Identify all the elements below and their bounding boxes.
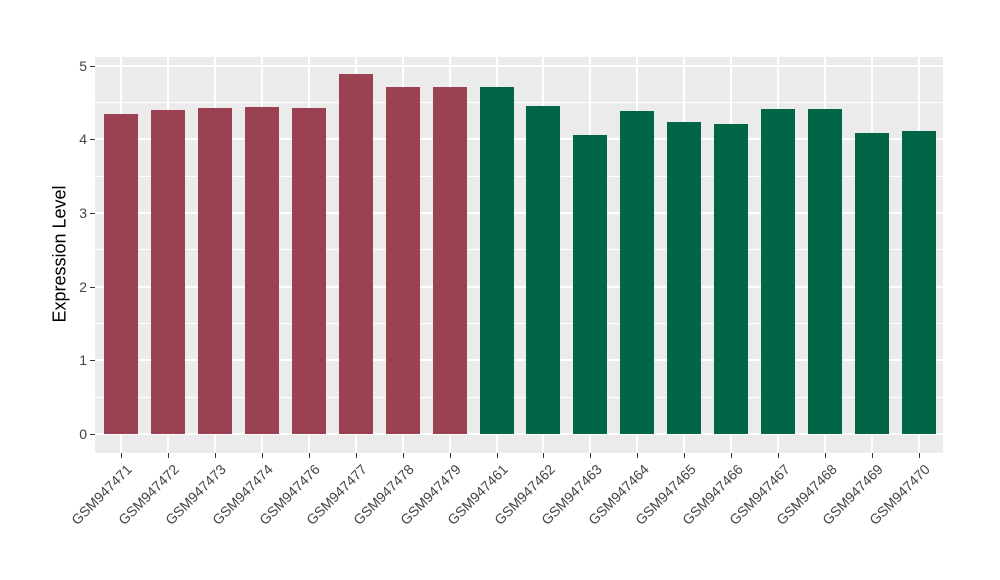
bar-GSM947479 bbox=[432, 86, 467, 434]
gridline-major-y-2 bbox=[95, 285, 943, 288]
bar-GSM947470 bbox=[901, 131, 936, 434]
y-tick-label-0: 0 bbox=[79, 426, 87, 442]
x-tick-mark-GSM947477 bbox=[355, 453, 357, 458]
y-tick-mark-3 bbox=[90, 212, 95, 214]
x-tick-mark-GSM947468 bbox=[825, 453, 827, 458]
y-tick-label-1: 1 bbox=[79, 352, 87, 369]
y-tick-mark-1 bbox=[90, 360, 95, 362]
bar-GSM947477 bbox=[338, 74, 373, 434]
gridline-major-y-1 bbox=[95, 359, 943, 362]
gridline-minor-y-4.5 bbox=[95, 101, 943, 103]
x-tick-mark-GSM947478 bbox=[402, 453, 404, 458]
y-tick-label-5: 5 bbox=[79, 57, 87, 74]
x-tick-mark-GSM947462 bbox=[543, 453, 545, 458]
x-tick-mark-GSM947465 bbox=[684, 453, 686, 458]
bar-GSM947467 bbox=[761, 108, 796, 434]
x-tick-mark-GSM947464 bbox=[637, 453, 639, 458]
x-tick-mark-GSM947474 bbox=[261, 453, 263, 458]
x-tick-mark-GSM947461 bbox=[496, 453, 498, 458]
x-tick-mark-GSM947472 bbox=[167, 453, 169, 458]
bar-GSM947465 bbox=[667, 121, 702, 434]
bar-GSM947462 bbox=[526, 106, 561, 434]
x-tick-mark-GSM947467 bbox=[778, 453, 780, 458]
y-tick-label-3: 3 bbox=[79, 204, 87, 221]
gridline-major-y-5 bbox=[95, 64, 943, 67]
gridline-major-y-0 bbox=[95, 433, 943, 435]
x-tick-mark-GSM947466 bbox=[731, 453, 733, 458]
plot-panel bbox=[95, 57, 943, 453]
y-tick-mark-0 bbox=[90, 434, 95, 435]
bar-GSM947476 bbox=[291, 108, 326, 434]
bar-GSM947463 bbox=[573, 134, 608, 434]
bar-GSM947469 bbox=[855, 133, 890, 434]
bar-GSM947471 bbox=[104, 114, 138, 434]
bar-GSM947473 bbox=[197, 108, 232, 434]
bar-GSM947461 bbox=[479, 86, 514, 434]
bar-GSM947466 bbox=[714, 123, 749, 434]
x-tick-mark-GSM947473 bbox=[214, 453, 216, 458]
x-tick-mark-GSM947471 bbox=[121, 453, 122, 458]
y-tick-mark-4 bbox=[90, 139, 95, 141]
gridline-minor-y-2.5 bbox=[95, 249, 943, 251]
y-tick-mark-5 bbox=[90, 65, 95, 67]
y-tick-mark-2 bbox=[90, 286, 95, 288]
x-tick-mark-GSM947463 bbox=[590, 453, 592, 458]
gridline-minor-y-0.5 bbox=[95, 396, 943, 398]
y-tick-label-2: 2 bbox=[79, 278, 87, 295]
x-tick-mark-GSM947469 bbox=[872, 453, 874, 458]
gridline-major-y-4 bbox=[95, 138, 943, 141]
bar-GSM947472 bbox=[150, 110, 185, 434]
x-tick-mark-GSM947479 bbox=[449, 453, 451, 458]
bar-GSM947474 bbox=[244, 106, 279, 434]
gridline-minor-y-3.5 bbox=[95, 175, 943, 177]
gridline-minor-y-1.5 bbox=[95, 322, 943, 324]
x-tick-mark-GSM947470 bbox=[918, 453, 920, 458]
y-tick-label-4: 4 bbox=[79, 131, 87, 148]
bar-GSM947464 bbox=[620, 111, 655, 434]
gridline-major-y-3 bbox=[95, 211, 943, 214]
bar-GSM947468 bbox=[808, 108, 843, 434]
x-tick-mark-GSM947476 bbox=[308, 453, 310, 458]
bar-GSM947478 bbox=[385, 86, 420, 434]
